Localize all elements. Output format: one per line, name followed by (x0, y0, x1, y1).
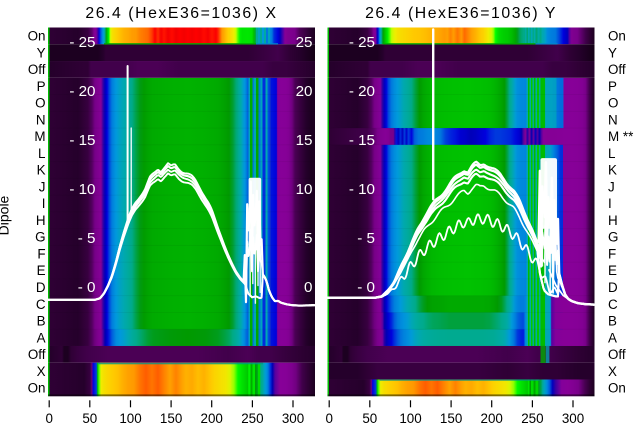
svg-text:A: A (37, 330, 46, 345)
svg-text:On: On (28, 381, 46, 396)
svg-text:- 0: - 0 (357, 279, 375, 296)
svg-text:5: 5 (304, 230, 312, 247)
svg-text:150: 150 (160, 411, 182, 426)
svg-text:150: 150 (440, 411, 462, 426)
svg-text:C: C (608, 297, 618, 312)
svg-text:Off: Off (28, 347, 46, 362)
svg-text:10: 10 (296, 181, 313, 198)
svg-text:K: K (608, 163, 617, 178)
svg-text:A: A (608, 330, 617, 345)
svg-text:O: O (608, 96, 618, 111)
svg-text:J: J (608, 179, 615, 194)
svg-text:D: D (36, 280, 46, 295)
svg-text:K: K (37, 163, 46, 178)
svg-text:- 20: - 20 (349, 83, 375, 100)
svg-text:L: L (38, 146, 45, 161)
svg-text:- 5: - 5 (357, 230, 375, 247)
svg-text:C: C (36, 297, 46, 312)
svg-text:P: P (608, 79, 617, 94)
svg-text:H: H (36, 213, 46, 228)
svg-text:I: I (608, 196, 612, 211)
svg-text:On: On (608, 381, 626, 396)
svg-text:Off: Off (28, 62, 46, 77)
svg-text:Y: Y (608, 45, 617, 60)
svg-text:O: O (35, 96, 45, 111)
svg-text:X: X (608, 364, 617, 379)
svg-text:F: F (608, 247, 616, 262)
svg-text:G: G (608, 230, 618, 245)
svg-text:- 15: - 15 (349, 132, 375, 149)
svg-text:20: 20 (296, 83, 313, 100)
svg-text:- 25: - 25 (349, 34, 375, 51)
svg-text:D: D (608, 280, 618, 295)
svg-text:I: I (42, 196, 46, 211)
svg-text:250: 250 (241, 411, 263, 426)
svg-text:50: 50 (82, 411, 97, 426)
svg-text:On: On (608, 29, 626, 44)
svg-text:H: H (608, 213, 618, 228)
svg-text:0: 0 (325, 411, 332, 426)
svg-text:- 5: - 5 (78, 230, 96, 247)
svg-text:Off: Off (608, 347, 626, 362)
svg-text:E: E (37, 263, 46, 278)
svg-text:F: F (37, 247, 45, 262)
svg-text:X: X (37, 364, 46, 379)
svg-text:J: J (39, 179, 46, 194)
svg-text:Dipole: Dipole (0, 195, 12, 235)
svg-text:300: 300 (282, 411, 304, 426)
svg-text:Y: Y (37, 45, 46, 60)
svg-text:E: E (608, 263, 617, 278)
svg-text:200: 200 (481, 411, 503, 426)
svg-text:26.4 (HexE36=1036) X: 26.4 (HexE36=1036) X (85, 5, 277, 22)
svg-text:300: 300 (562, 411, 584, 426)
svg-text:- 25: - 25 (69, 34, 95, 51)
svg-text:0: 0 (304, 279, 312, 296)
svg-text:M: M (34, 129, 45, 144)
svg-text:P: P (37, 79, 46, 94)
svg-text:- 0: - 0 (78, 279, 96, 296)
svg-text:50: 50 (362, 411, 377, 426)
svg-text:Off: Off (608, 62, 626, 77)
svg-text:200: 200 (201, 411, 223, 426)
svg-text:B: B (608, 314, 617, 329)
svg-text:N: N (36, 112, 46, 127)
svg-text:100: 100 (119, 411, 141, 426)
svg-text:250: 250 (521, 411, 543, 426)
svg-text:100: 100 (399, 411, 421, 426)
svg-text:25: 25 (296, 34, 313, 51)
svg-text:M **: M ** (608, 129, 633, 144)
svg-text:G: G (35, 230, 45, 245)
svg-text:N: N (608, 112, 618, 127)
svg-text:0: 0 (45, 411, 52, 426)
svg-text:15: 15 (296, 132, 313, 149)
svg-text:- 20: - 20 (69, 83, 95, 100)
svg-text:B: B (37, 314, 46, 329)
svg-text:26.4 (HexE36=1036) Y: 26.4 (HexE36=1036) Y (365, 5, 557, 22)
svg-text:- 15: - 15 (69, 132, 95, 149)
svg-text:On: On (28, 29, 46, 44)
svg-text:L: L (608, 146, 615, 161)
svg-text:- 10: - 10 (349, 181, 375, 198)
svg-text:- 10: - 10 (69, 181, 95, 198)
